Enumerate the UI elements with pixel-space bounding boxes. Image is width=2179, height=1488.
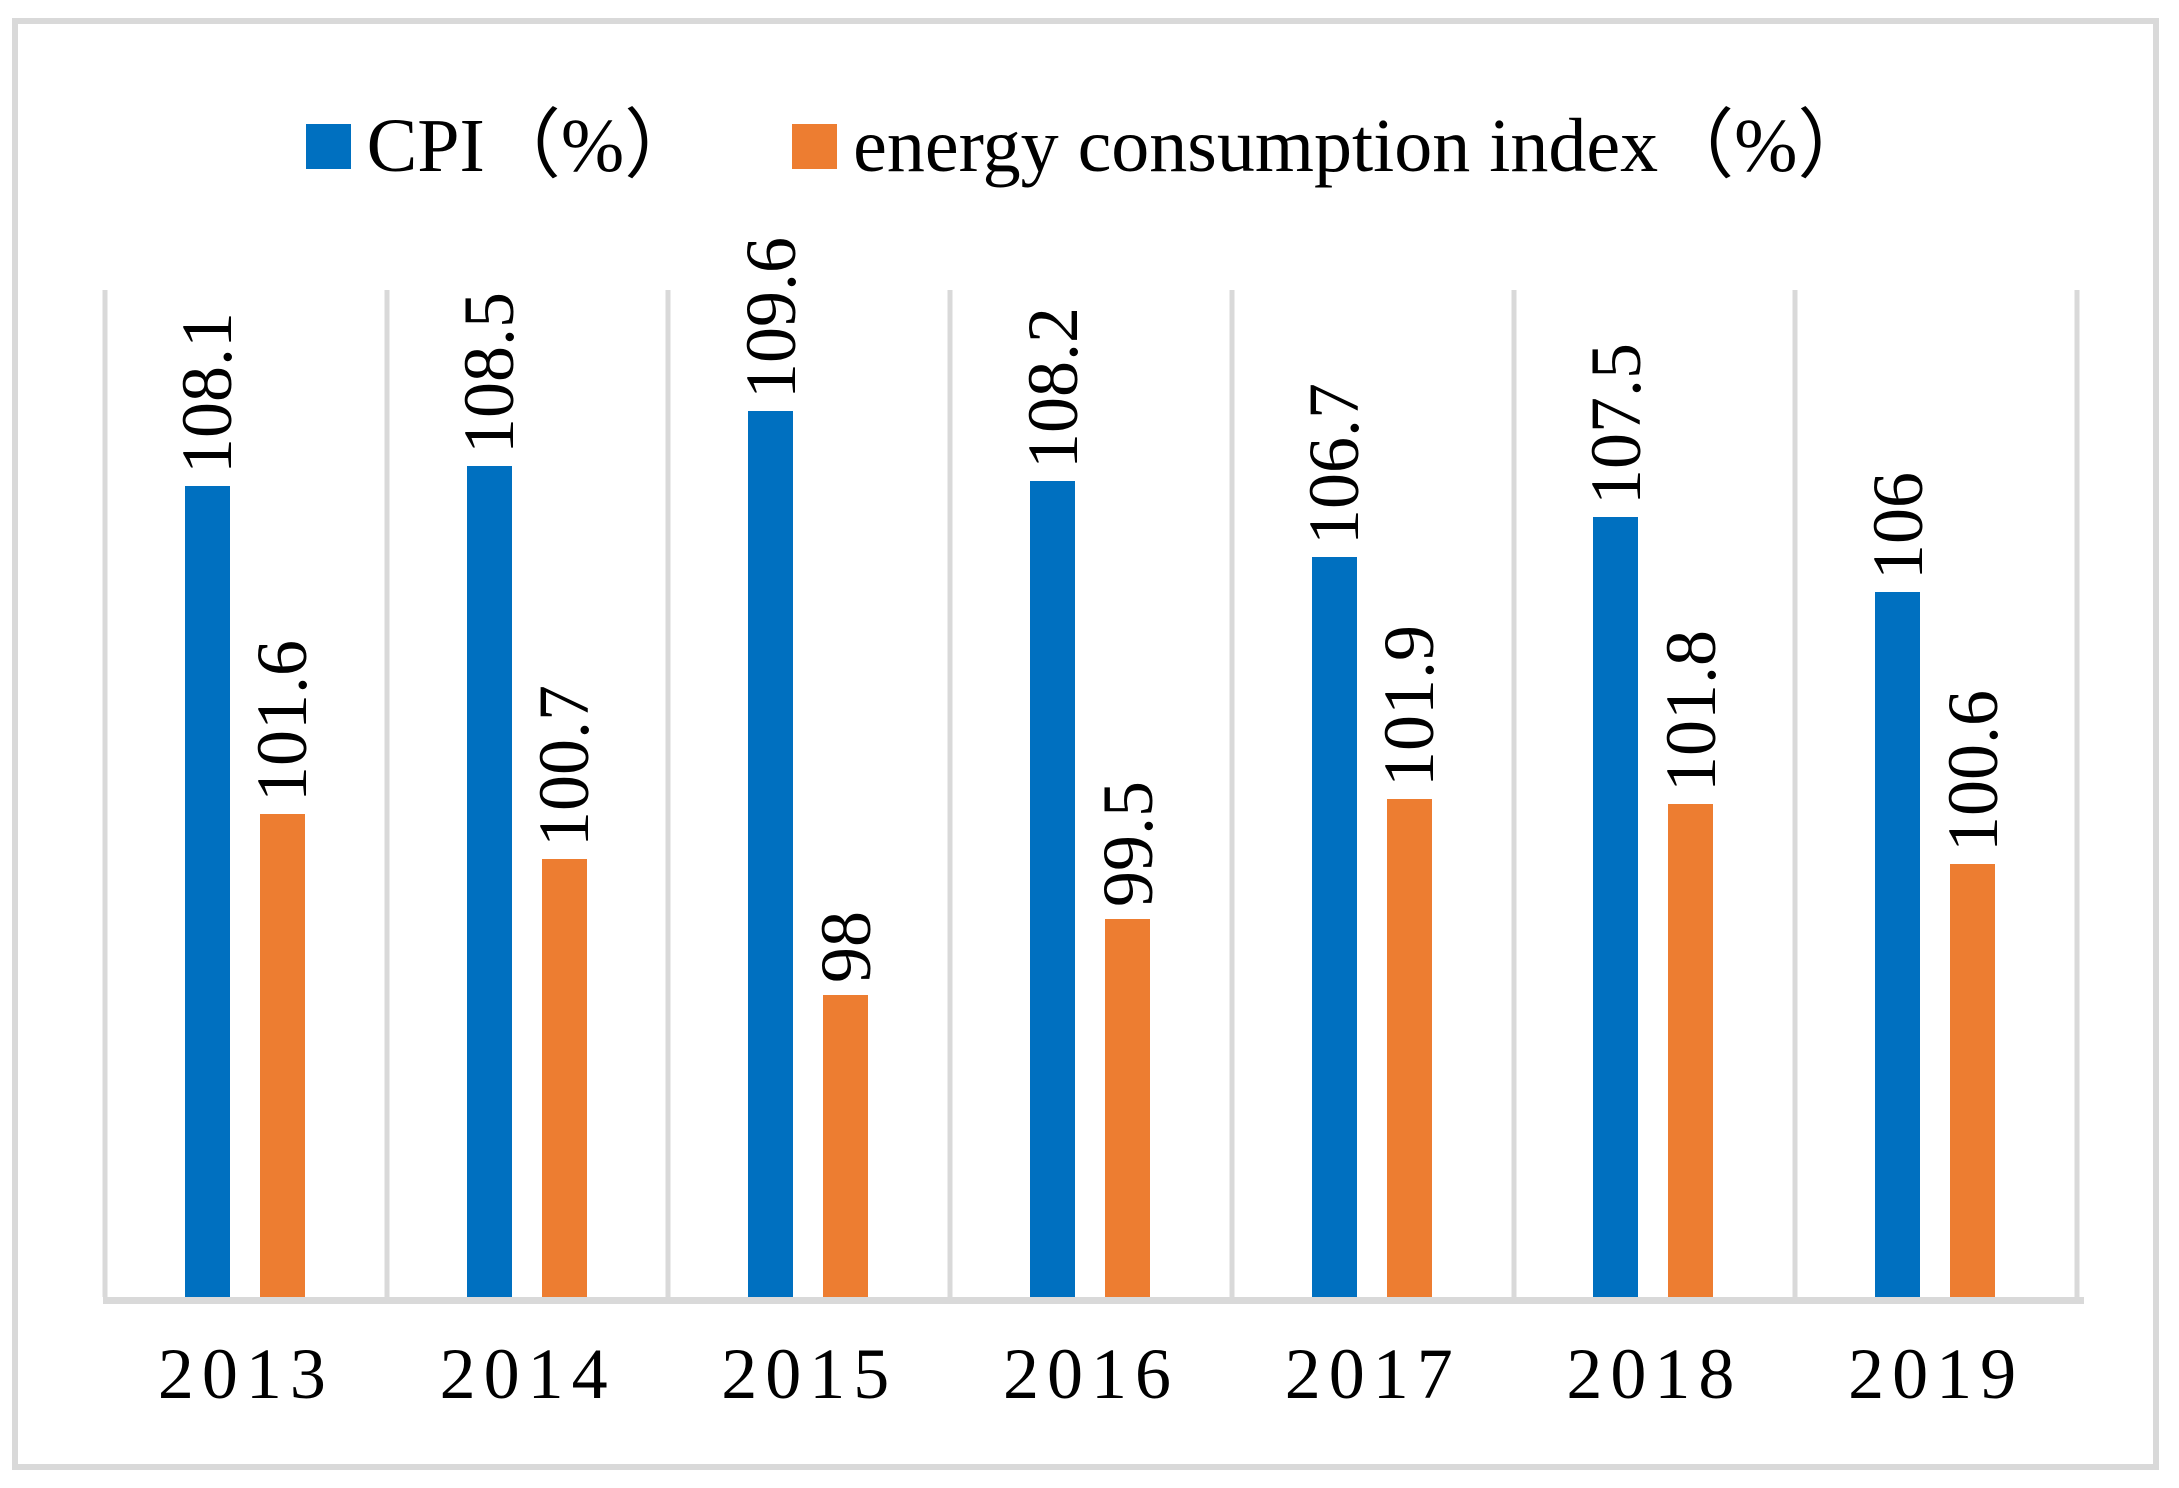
- plot-area: 108.1 108.5 109.6 108.2 106.7 107.5 106 101.6 10…: [102, 237, 2084, 1304]
- chart-border-frame: [12, 18, 2159, 1470]
- bar-cpi-2016: [1030, 481, 1075, 1297]
- data-label-energy-2016: 99.5: [1087, 781, 1168, 908]
- x-axis-label-2014: 2014: [439, 1334, 616, 1414]
- cpi-series-swatch: [305, 123, 351, 169]
- bar-cpi-2018: [1593, 516, 1639, 1297]
- category-gridline: [384, 290, 390, 1297]
- bar-energy-2018: [1668, 803, 1714, 1297]
- cpi-series-label: CPI（%）: [366, 104, 701, 188]
- category-gridline: [102, 290, 108, 1297]
- x-axis-label-2013: 2013: [157, 1334, 334, 1414]
- data-label-cpi-2013: 108.1: [167, 312, 248, 475]
- data-label-energy-2013: 101.6: [242, 639, 323, 802]
- data-label-cpi-2014: 108.5: [449, 292, 530, 455]
- x-axis-label-2017: 2017: [1284, 1334, 1461, 1414]
- energy-series-swatch: [792, 123, 838, 169]
- legend-item-cpi: CPI（%）: [305, 104, 701, 188]
- category-axis-line: [103, 1297, 2084, 1304]
- category-gridline: [947, 290, 953, 1297]
- bar-energy-2013: [259, 813, 305, 1297]
- bar-energy-2016: [1105, 919, 1150, 1297]
- category-gridline: [1511, 290, 1517, 1297]
- data-label-cpi-2017: 106.7: [1294, 382, 1375, 545]
- data-label-cpi-2019: 106: [1857, 472, 1938, 581]
- category-gridline: [2074, 290, 2080, 1297]
- data-label-energy-2015: 98: [805, 910, 886, 983]
- bar-energy-2017: [1386, 798, 1432, 1297]
- energy-series-label: energy consumption index（%）: [853, 104, 1874, 188]
- legend: CPI（%） energy consumption index（%）: [0, 108, 2179, 184]
- data-label-energy-2014: 100.7: [524, 684, 605, 847]
- category-gridline: [1229, 290, 1235, 1297]
- data-label-energy-2018: 101.8: [1650, 629, 1731, 792]
- x-axis-label-2018: 2018: [1566, 1334, 1743, 1414]
- bar-cpi-2014: [466, 466, 512, 1297]
- x-axis-label-2019: 2019: [1848, 1334, 2025, 1414]
- bar-energy-2019: [1950, 864, 1996, 1297]
- data-label-energy-2019: 100.6: [1932, 690, 2013, 852]
- data-label-cpi-2016: 108.2: [1012, 307, 1093, 470]
- category-gridline: [1792, 290, 1798, 1297]
- bar-cpi-2013: [184, 486, 230, 1297]
- bar-cpi-2015: [748, 410, 794, 1297]
- x-axis-label-2015: 2015: [721, 1334, 898, 1414]
- bar-energy-2014: [541, 858, 587, 1297]
- category-gridline: [665, 290, 671, 1297]
- bar-energy-2015: [823, 994, 869, 1297]
- data-label-cpi-2018: 107.5: [1575, 342, 1656, 505]
- data-label-cpi-2015: 109.6: [730, 236, 811, 399]
- data-label-energy-2017: 101.9: [1369, 624, 1450, 787]
- bar-cpi-2019: [1875, 592, 1921, 1297]
- category-axis-labels: 2013 2014 2015 2016 2017 2018 2019: [105, 1338, 2077, 1428]
- bar-cpi-2017: [1311, 556, 1357, 1297]
- legend-item-energy: energy consumption index（%）: [792, 108, 1873, 184]
- x-axis-label-2016: 2016: [1003, 1334, 1179, 1414]
